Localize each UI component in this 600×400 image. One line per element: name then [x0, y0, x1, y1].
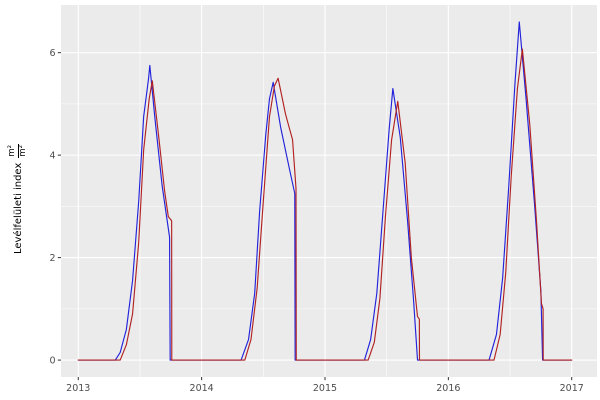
series-line-lai-measured-red — [77, 48, 573, 361]
x-tick-label-2013: 2013 — [66, 383, 90, 394]
x-tick-label-2014: 2014 — [190, 383, 214, 394]
series-line-lai-simulated-blue — [77, 21, 573, 361]
x-tick-label-2016: 2016 — [436, 383, 460, 394]
y-axis-unit-fraction: m² m² — [6, 143, 29, 158]
y-axis-unit-denominator: m² — [17, 144, 28, 157]
y-axis-title: Levélfelületi index m² m² — [1, 119, 35, 279]
y-axis-unit-numerator: m² — [6, 143, 19, 158]
y-tick-label-6: 6 — [49, 48, 55, 59]
y-axis-title-text: Levélfelületi index — [12, 162, 24, 255]
y-tick-label-2: 2 — [49, 253, 55, 264]
y-tick-label-4: 4 — [49, 151, 55, 162]
x-tick-label-2015: 2015 — [313, 383, 337, 394]
x-tick-label-2017: 2017 — [560, 383, 584, 394]
y-tick-label-0: 0 — [49, 355, 55, 366]
